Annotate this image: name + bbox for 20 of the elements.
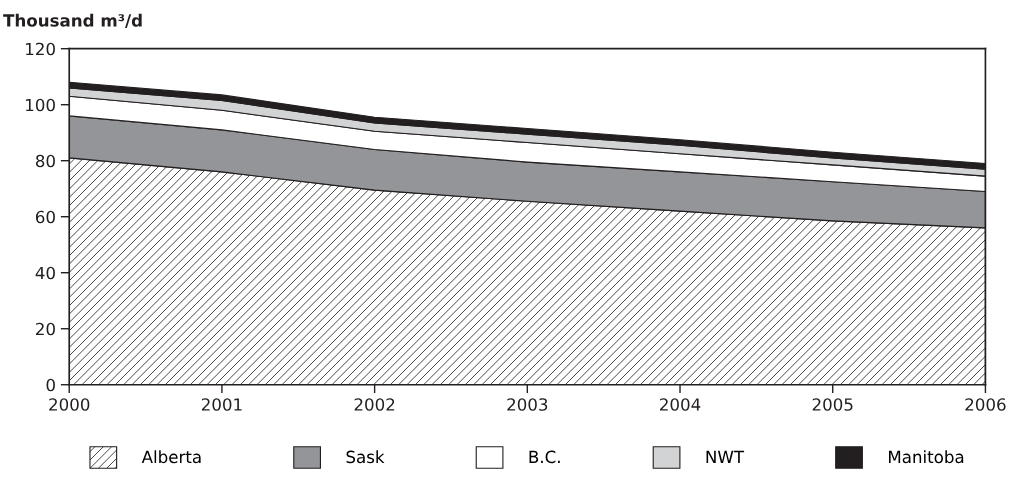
x-tick-label: 2001 bbox=[201, 398, 242, 411]
y-tick-label: 120 bbox=[26, 42, 55, 56]
x-tick-label: 2000 bbox=[49, 398, 90, 411]
y-tick-label: 40 bbox=[35, 266, 55, 280]
x-tick-label: 2003 bbox=[507, 398, 548, 411]
legend-label: B.C. bbox=[529, 450, 560, 464]
y-axis-title: Thousand m³/d bbox=[3, 13, 142, 29]
y-tick-label: 20 bbox=[36, 322, 55, 336]
x-tick-label: 2006 bbox=[965, 398, 1006, 411]
y-tick-label: 80 bbox=[35, 154, 55, 168]
legend-label: Sask bbox=[346, 450, 385, 464]
x-tick-label: 2004 bbox=[660, 398, 701, 411]
legend-label: Manitoba bbox=[889, 450, 964, 464]
y-tick-label: 100 bbox=[26, 98, 55, 112]
x-tick-label: 2005 bbox=[812, 398, 853, 411]
x-tick-label: 2002 bbox=[354, 398, 395, 411]
y-tick-label: 0 bbox=[46, 378, 55, 392]
legend-label: NWT bbox=[706, 450, 745, 463]
y-tick-label: 60 bbox=[35, 210, 55, 224]
legend-label: Alberta bbox=[141, 450, 201, 464]
